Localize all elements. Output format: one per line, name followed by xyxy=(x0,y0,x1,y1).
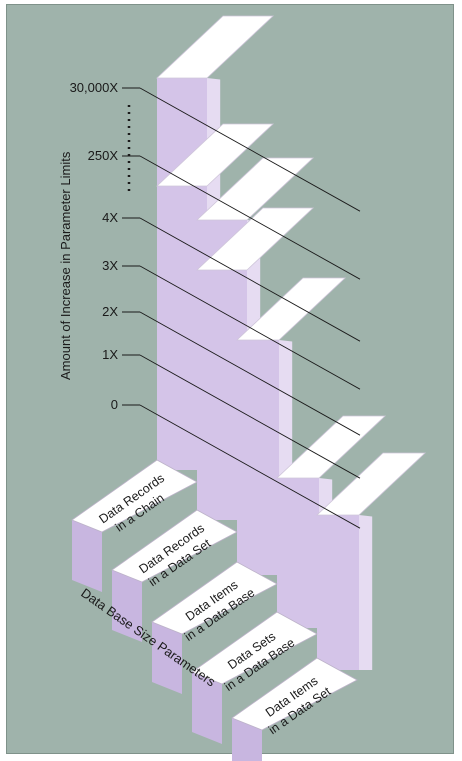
grid-line-0 xyxy=(139,404,361,529)
column-top-3 xyxy=(275,415,387,479)
column-top-0 xyxy=(155,15,275,79)
column-side-4 xyxy=(359,515,373,670)
base-block-front-0 xyxy=(72,520,102,592)
y-tick-label-2: 2X xyxy=(102,304,118,319)
column-face-4 xyxy=(317,515,359,670)
column-top-4 xyxy=(315,452,427,516)
category-label-face-3 xyxy=(191,611,318,685)
y-tick-label-3: 3X xyxy=(102,258,118,273)
base-block-front-2 xyxy=(152,622,182,694)
category-label-face-0 xyxy=(71,459,198,533)
y-axis-title: Amount of Increase in Parameter Limits xyxy=(58,151,73,380)
grid-line-1 xyxy=(139,354,361,479)
axis-break-slab-0 xyxy=(155,123,275,187)
grid-line-4 xyxy=(139,217,361,342)
category-label-face-4 xyxy=(231,657,358,731)
grid-line-2 xyxy=(139,311,361,436)
y-tick-label-0: 0 xyxy=(111,397,118,412)
y-tick-label-1: 1X xyxy=(102,347,118,362)
category-label-face-1 xyxy=(111,509,238,583)
grid-line-5 xyxy=(139,155,361,280)
column-face-2 xyxy=(237,340,279,575)
column-face-3 xyxy=(277,478,319,628)
grid-line-3 xyxy=(139,265,361,390)
y-tick-label-5: 250X xyxy=(88,148,119,163)
y-tick-label-6: 30,000X xyxy=(70,80,119,95)
base-block-front-4 xyxy=(232,718,262,761)
grid-line-6 xyxy=(139,87,361,212)
column-top-2 xyxy=(235,277,347,341)
axis-break-slab-1 xyxy=(195,207,315,271)
base-block-front-3 xyxy=(192,672,222,744)
y-tick-label-4: 4X xyxy=(102,210,118,225)
base-block-front-1 xyxy=(112,570,142,642)
category-label-face-2 xyxy=(151,561,278,635)
